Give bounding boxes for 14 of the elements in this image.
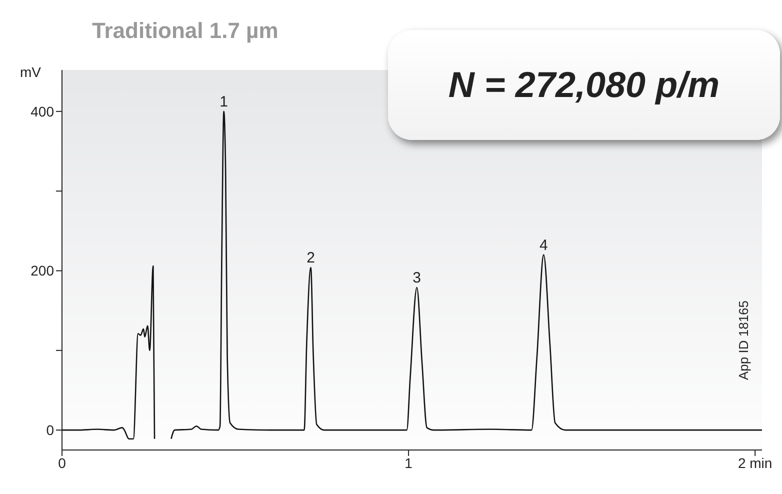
annotation: App ID 18165	[736, 300, 751, 380]
annotation: 3	[412, 269, 422, 286]
annotation: 2	[306, 250, 315, 267]
x-tick-label: 2 min	[738, 454, 772, 471]
x-tick-label: 0	[58, 454, 66, 471]
annotation: 1	[220, 93, 228, 110]
y-tick-label: 200	[30, 262, 54, 279]
chart-title: Traditional 1.7 µm	[92, 18, 278, 44]
y-axis-title: mV	[20, 64, 41, 80]
y-tick-label: 0	[46, 422, 54, 438]
y-tick-label: 400	[30, 103, 54, 120]
x-tick-label: 1	[404, 454, 413, 471]
annotation: 4	[540, 236, 548, 254]
rounded-callout-box: N = 272,080 p/m	[388, 30, 780, 140]
